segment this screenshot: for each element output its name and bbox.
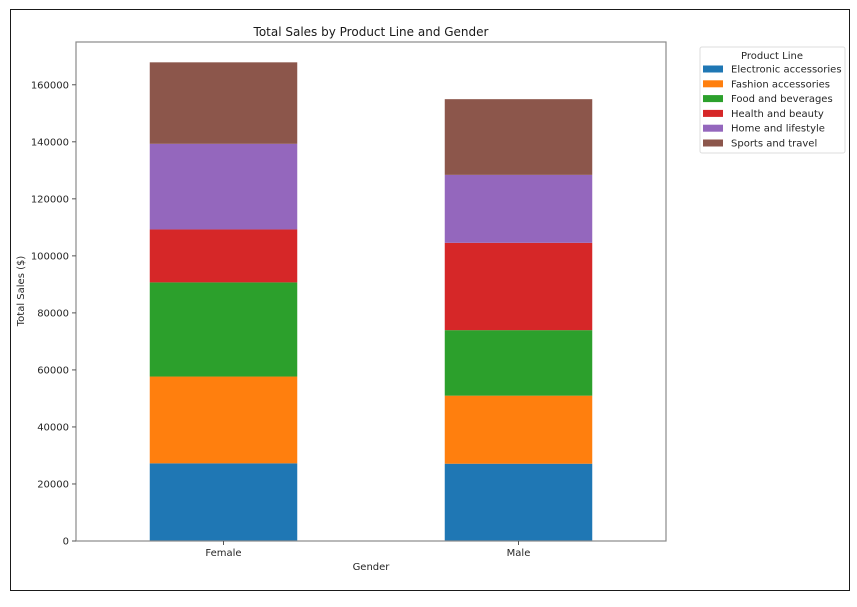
- figure-border: [10, 9, 850, 591]
- x-axis-label: Gender: [353, 562, 391, 573]
- bar-segment-female-electronic-accessories: [149, 463, 298, 541]
- bars-group: [149, 62, 593, 541]
- x-axis: Female Male: [205, 541, 530, 559]
- legend-items: Electronic accessories Fashion accessorie…: [703, 65, 842, 150]
- bar-segment-male-home-and-lifestyle: [444, 174, 593, 243]
- y-tick-label: 60000: [37, 365, 69, 376]
- legend-swatch-food-and-beverages: [703, 95, 723, 103]
- bar-segment-male-fashion-accessories: [444, 395, 593, 464]
- x-tick-label-female: Female: [205, 548, 241, 559]
- bar-segment-male-sports-and-travel: [444, 99, 593, 175]
- legend-swatch-home-and-lifestyle: [703, 124, 723, 132]
- legend-label-food-and-beverages: Food and beverages: [731, 94, 833, 105]
- legend-title: Product Line: [741, 51, 803, 62]
- legend-label-home-and-lifestyle: Home and lifestyle: [731, 124, 825, 135]
- bar-segment-female-fashion-accessories: [149, 376, 298, 464]
- bar-segment-female-sports-and-travel: [149, 62, 298, 144]
- y-tick-label: 140000: [31, 137, 69, 148]
- y-tick-label: 40000: [37, 422, 69, 433]
- y-axis-label: Total Sales ($): [16, 256, 27, 328]
- chart-title: Total Sales by Product Line and Gender: [253, 25, 489, 39]
- y-tick-label: 20000: [37, 479, 69, 490]
- y-tick-label: 160000: [31, 80, 69, 91]
- plot-area-frame: [75, 41, 667, 542]
- y-tick-label: 80000: [37, 308, 69, 319]
- legend-label-sports-and-travel: Sports and travel: [731, 139, 817, 150]
- bar-segment-female-home-and-lifestyle: [149, 143, 298, 230]
- y-tick-label: 0: [63, 537, 69, 548]
- y-tick-label: 120000: [31, 194, 69, 205]
- bar-segment-male-health-and-beauty: [444, 242, 593, 331]
- legend-swatch-fashion-accessories: [703, 80, 723, 88]
- legend-label-electronic-accessories: Electronic accessories: [731, 65, 842, 76]
- y-axis: 0 20000 40000 60000 80000 100000 120000 140000 1…: [31, 80, 76, 548]
- legend: Product Line Electronic accessories Fashi…: [699, 46, 846, 154]
- legend-swatch-sports-and-travel: [703, 139, 723, 147]
- legend-label-fashion-accessories: Fashion accessories: [731, 79, 830, 90]
- legend-swatch-electronic-accessories: [703, 65, 723, 73]
- x-tick-label-male: Male: [507, 548, 531, 559]
- legend-box: [699, 46, 846, 154]
- bar-segment-female-health-and-beauty: [149, 229, 298, 283]
- y-tick-label: 100000: [31, 251, 69, 262]
- bar-segment-male-food-and-beverages: [444, 330, 593, 396]
- legend-swatch-health-and-beauty: [703, 109, 723, 117]
- legend-label-health-and-beauty: Health and beauty: [731, 109, 824, 120]
- bar-segment-male-electronic-accessories: [444, 463, 593, 541]
- bar-segment-female-food-and-beverages: [149, 282, 298, 377]
